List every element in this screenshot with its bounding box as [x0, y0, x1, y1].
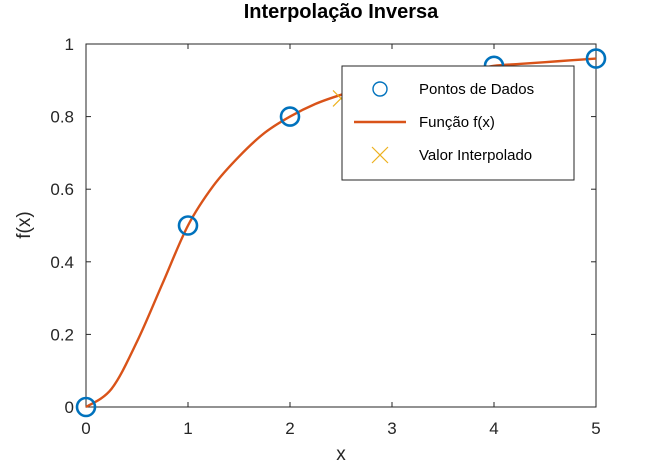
x-tick-label: 3 [387, 419, 396, 438]
tick-labels: 0 1 2 3 4 5 0 0.2 0.4 0.6 0.8 1 [50, 35, 600, 438]
x-tick-label: 2 [285, 419, 294, 438]
legend-label: Função f(x) [419, 114, 495, 131]
x-axis-label: x [336, 444, 346, 462]
y-tick-label: 0.2 [50, 325, 74, 344]
x-tick-label: 4 [489, 419, 498, 438]
data-point-marker [279, 106, 301, 127]
series-line-funcao [85, 57, 597, 409]
chart-title: Interpolação Inversa [244, 1, 439, 23]
y-tick-label: 0.6 [50, 180, 74, 199]
y-tick-label: 1 [65, 35, 74, 54]
series-layer [75, 48, 607, 418]
x-tick-label: 5 [591, 419, 600, 438]
axis-ticks [85, 43, 597, 408]
y-tick-label: 0.4 [50, 253, 74, 272]
x-tick-label: 0 [81, 419, 90, 438]
y-tick-label: 0 [65, 398, 74, 417]
legend: Pontos de Dados Função f(x) Valor Interpol… [341, 65, 575, 181]
legend-swatch-x [371, 146, 389, 164]
legend-label: Pontos de Dados [419, 81, 534, 98]
data-point-marker [585, 48, 607, 69]
legend-swatch-circle [372, 81, 388, 97]
legend-label: Valor Interpolado [419, 147, 532, 164]
x-tick-label: 1 [183, 419, 192, 438]
data-point-marker [177, 215, 199, 236]
data-point-marker [75, 396, 97, 418]
y-axis-label: f(x) [14, 211, 35, 238]
y-tick-label: 0.8 [50, 108, 74, 127]
